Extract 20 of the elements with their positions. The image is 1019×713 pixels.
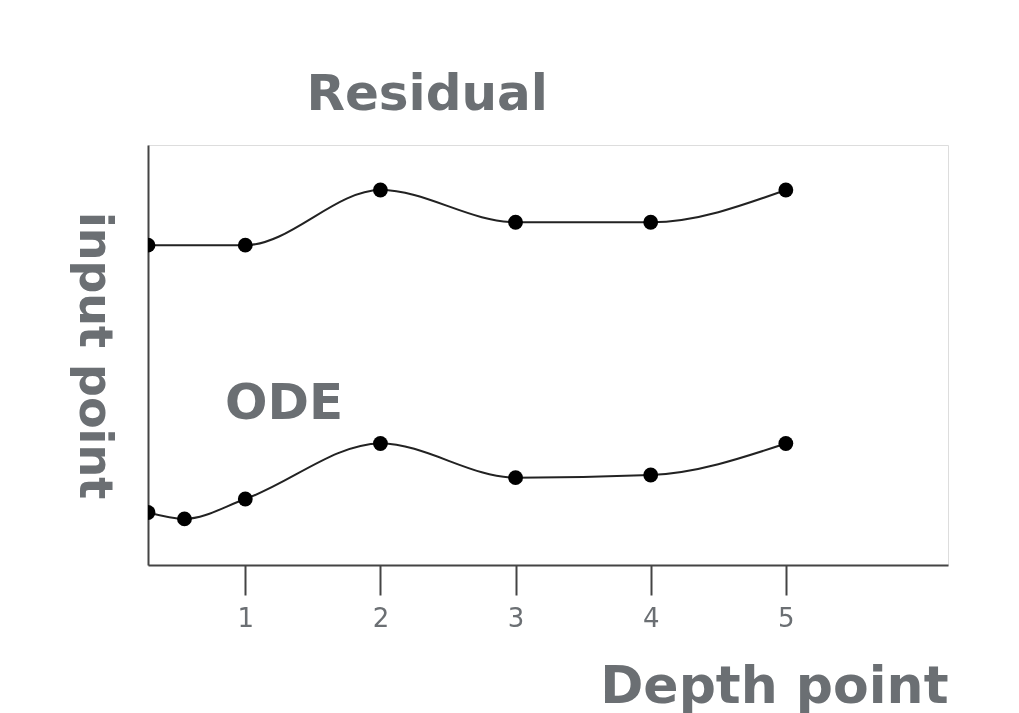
point [643,467,659,483]
point [237,237,253,253]
x-tick-label: 5 [778,602,795,633]
point [643,214,659,230]
point [177,511,192,527]
point [778,182,794,198]
x-tick-label: 1 [237,602,255,633]
point [373,436,388,451]
point [508,214,523,230]
x-tick-label: 2 [372,602,390,633]
point [373,182,388,198]
point [237,491,253,507]
point [508,470,523,486]
series-label: Residual [306,64,548,123]
x-axis-title: Depth point [600,654,949,713]
x-tick-label: 4 [642,602,660,633]
point [778,436,794,451]
x-tick-label: 3 [507,602,525,633]
series-label: ODE [225,372,344,431]
y-axis-title: input point [68,211,123,500]
